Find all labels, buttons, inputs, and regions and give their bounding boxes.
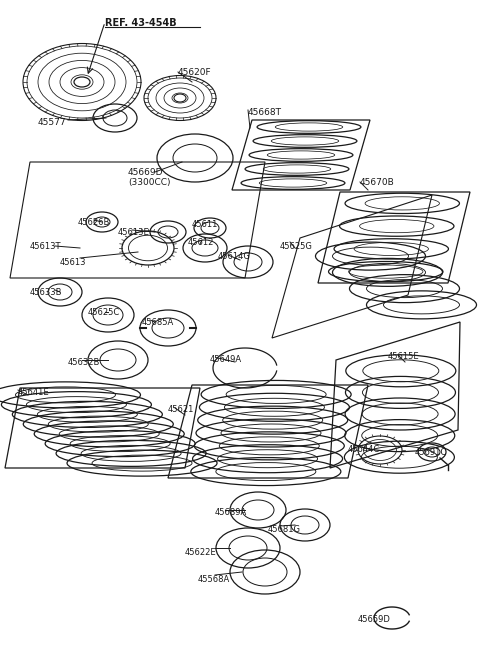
Text: 45644C: 45644C xyxy=(348,445,380,454)
Text: 45621: 45621 xyxy=(168,405,194,414)
Text: 45689A: 45689A xyxy=(215,508,247,517)
Text: 45670B: 45670B xyxy=(360,178,395,187)
Text: 45649A: 45649A xyxy=(210,355,242,364)
Text: (3300CC): (3300CC) xyxy=(128,178,170,187)
Text: REF. 43-454B: REF. 43-454B xyxy=(105,18,177,28)
Text: 45632B: 45632B xyxy=(68,358,100,367)
Text: 45681G: 45681G xyxy=(268,525,301,534)
Text: 45685A: 45685A xyxy=(142,318,174,327)
Text: 45568A: 45568A xyxy=(198,575,230,584)
Text: 45669D: 45669D xyxy=(128,168,164,177)
Text: 45577: 45577 xyxy=(38,118,67,127)
Text: 45625G: 45625G xyxy=(280,242,313,251)
Text: 45668T: 45668T xyxy=(248,108,282,117)
Text: 45691C: 45691C xyxy=(415,448,447,457)
Text: 45633B: 45633B xyxy=(30,288,62,297)
Text: 45613: 45613 xyxy=(60,258,86,267)
Text: 45659D: 45659D xyxy=(358,615,391,624)
Text: 45611: 45611 xyxy=(192,220,218,229)
Text: 45613E: 45613E xyxy=(118,228,150,237)
Text: 45613T: 45613T xyxy=(30,242,61,251)
Text: 45615E: 45615E xyxy=(388,352,420,361)
Text: 45614G: 45614G xyxy=(218,252,251,261)
Text: 45612: 45612 xyxy=(188,238,215,247)
Text: 45626B: 45626B xyxy=(78,218,110,227)
Text: 45625C: 45625C xyxy=(88,308,120,317)
Text: 45641E: 45641E xyxy=(18,388,49,397)
Text: 45620F: 45620F xyxy=(178,68,212,77)
Text: 45622E: 45622E xyxy=(185,548,216,557)
